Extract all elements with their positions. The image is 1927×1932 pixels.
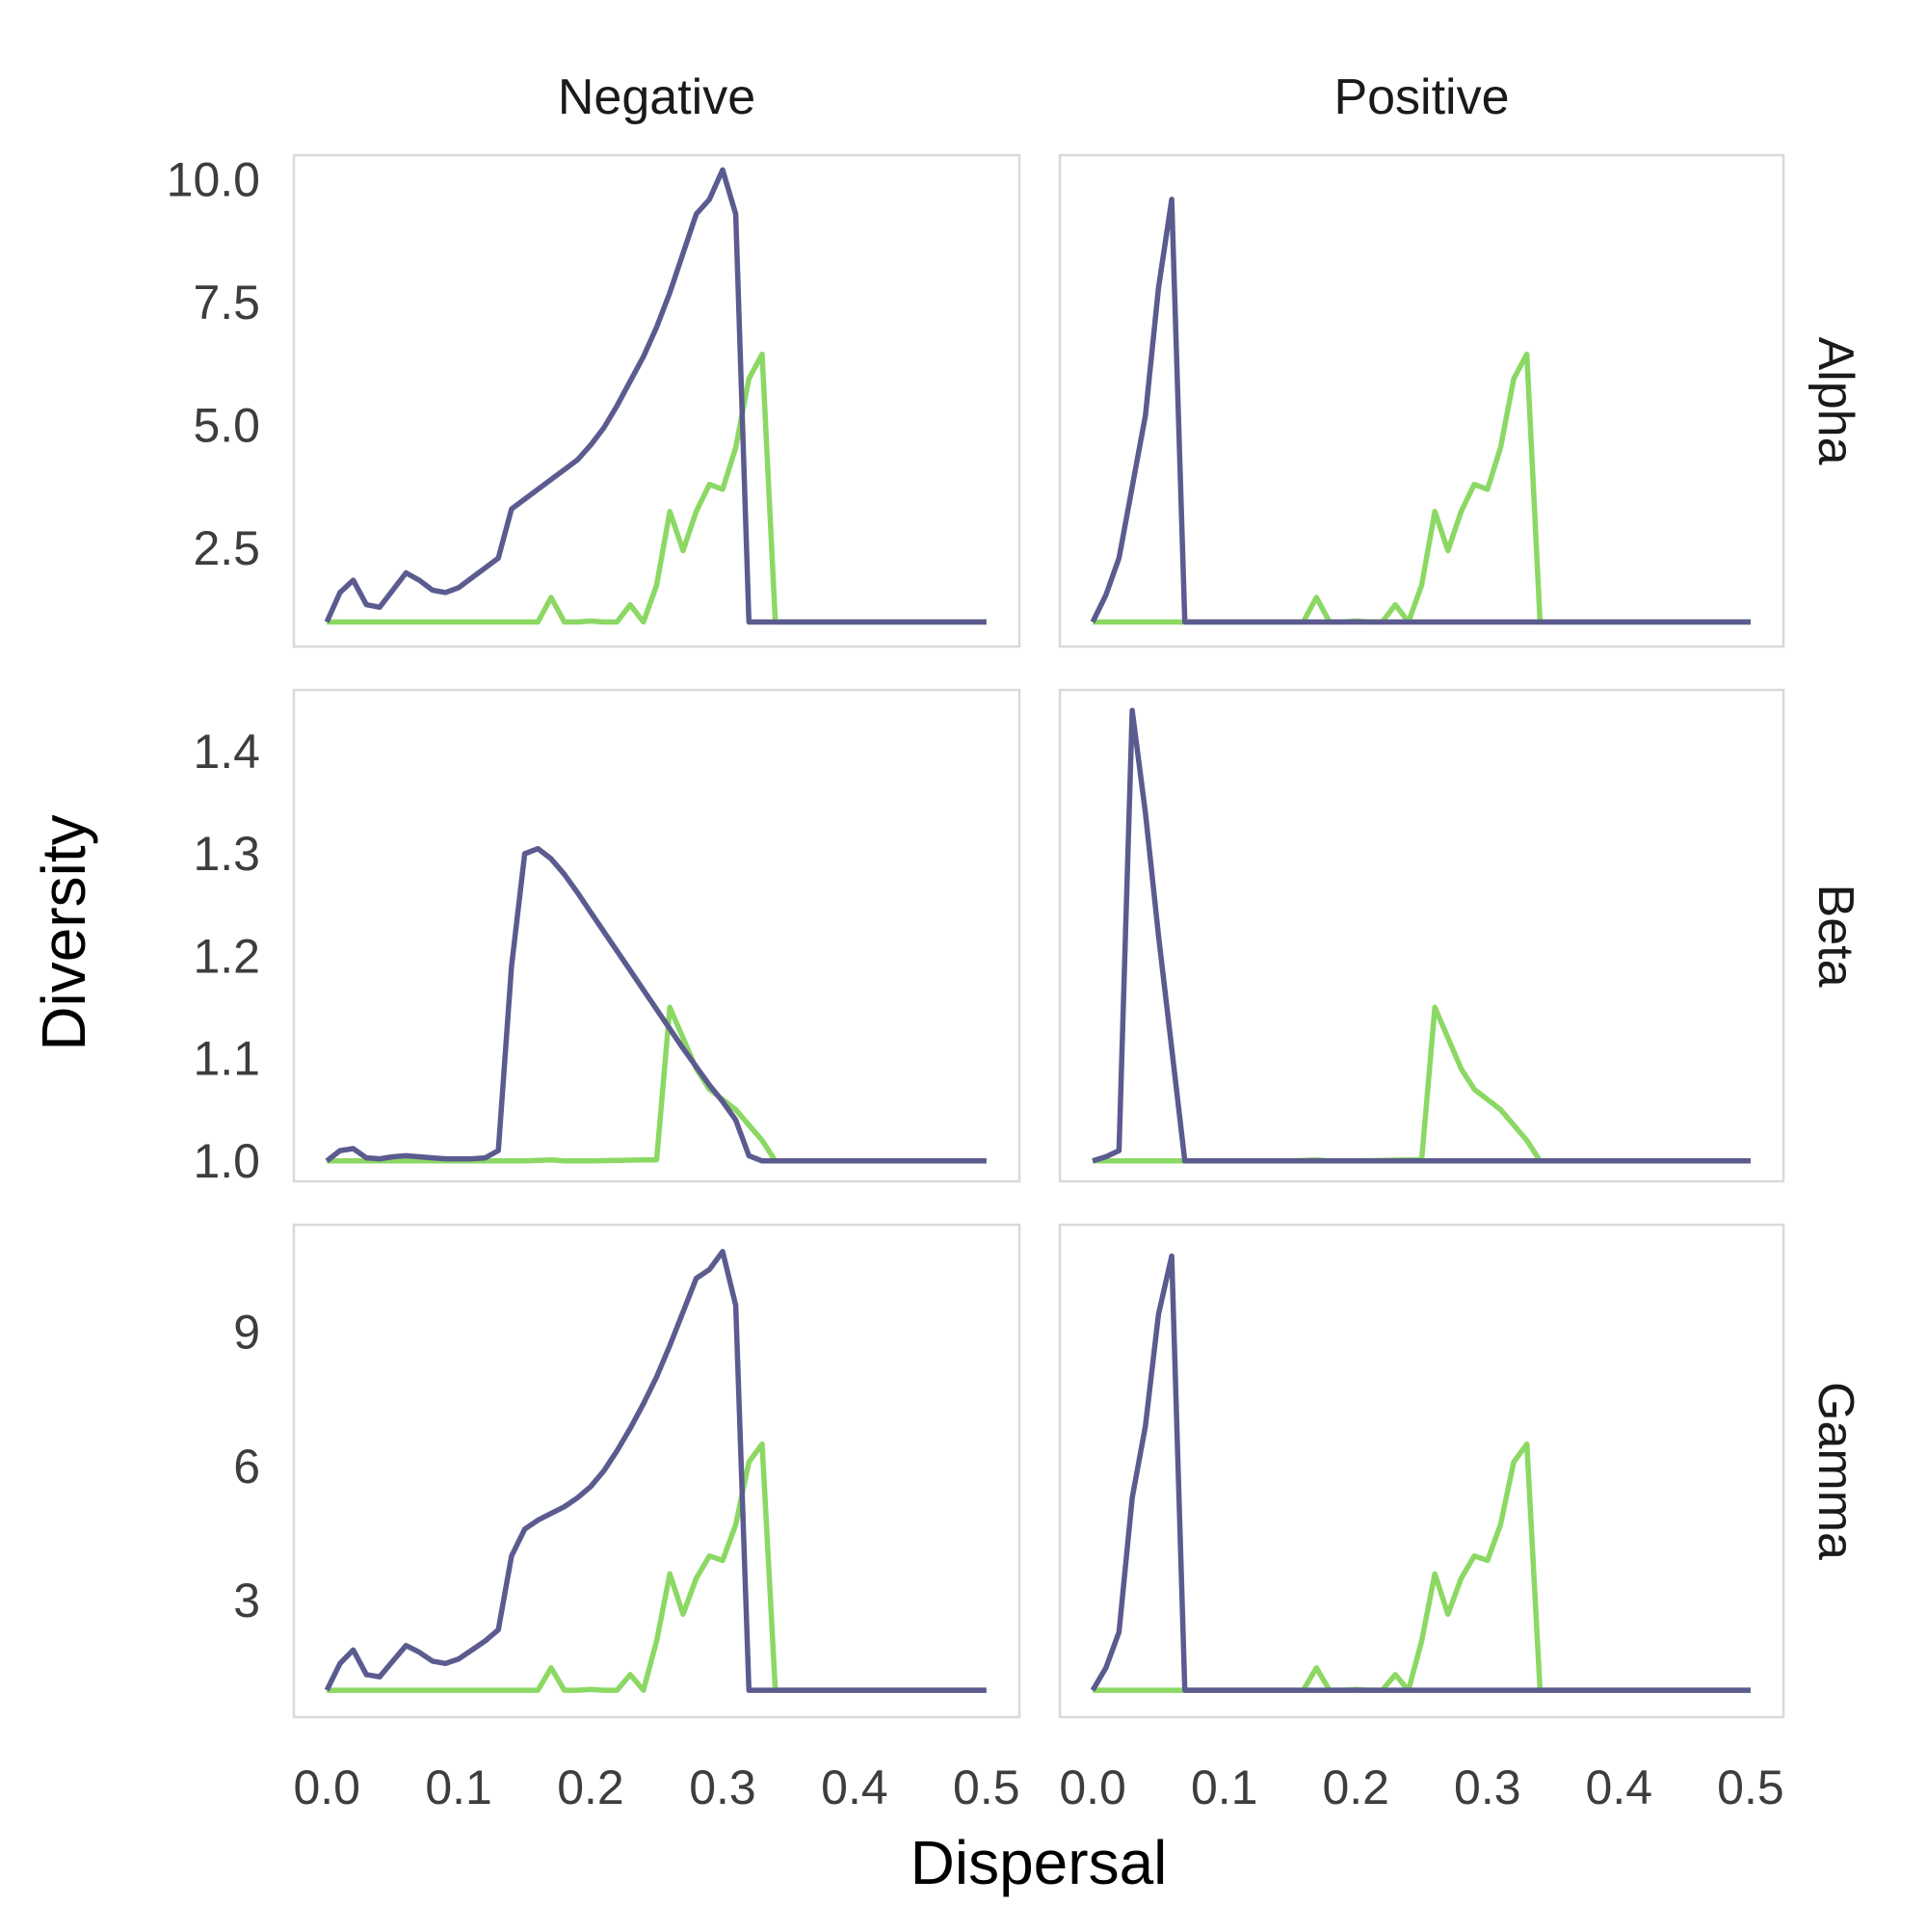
x-axis-title: Dispersal — [911, 1828, 1168, 1897]
panel-gamma-negative — [292, 1223, 1021, 1719]
y-tick-label-beta-2: 1.2 — [193, 929, 260, 983]
row-strip-label-beta: Beta — [1808, 885, 1863, 988]
row-strip-label-alpha: Alpha — [1808, 337, 1863, 465]
y-tick-label-alpha-2: 7.5 — [193, 276, 260, 330]
panel-alpha-positive — [1058, 153, 1785, 648]
panel-gamma-negative-series-2-line — [324, 1249, 987, 1693]
panel-gamma-positive-series-2-line — [1090, 1253, 1751, 1693]
y-tick-label-beta-0: 1.0 — [193, 1134, 260, 1188]
panel-beta-negative-frame — [292, 688, 1021, 1183]
x-tick-label-negative-5: 0.5 — [953, 1760, 1020, 1814]
y-tick-label-beta-4: 1.4 — [193, 725, 260, 779]
panel-beta-positive-frame — [1058, 688, 1785, 1183]
y-tick-label-alpha-3: 10.0 — [167, 153, 260, 207]
x-tick-label-negative-0: 0.0 — [293, 1760, 360, 1814]
x-tick-label-negative-1: 0.1 — [425, 1760, 492, 1814]
y-tick-label-beta-3: 1.3 — [193, 827, 260, 881]
row-strip-label-gamma: Gamma — [1808, 1382, 1863, 1560]
y-tick-label-alpha-1: 5.0 — [193, 399, 260, 453]
x-tick-label-positive-0: 0.0 — [1059, 1760, 1126, 1814]
panel-beta-positive-series-2-line — [1092, 707, 1751, 1164]
panel-beta-positive — [1058, 688, 1785, 1183]
panel-alpha-positive-series-2-line — [1090, 197, 1751, 625]
panel-gamma-negative-series-1-line — [327, 1441, 987, 1693]
panel-gamma-positive — [1058, 1223, 1785, 1719]
x-tick-label-positive-5: 0.5 — [1717, 1760, 1784, 1814]
panel-alpha-negative — [292, 153, 1021, 648]
x-tick-label-positive-4: 0.4 — [1586, 1760, 1653, 1814]
y-tick-label-alpha-0: 2.5 — [193, 521, 260, 575]
y-axis-title: Diversity — [29, 814, 98, 1050]
column-strip-label-negative: Negative — [558, 69, 755, 125]
x-tick-label-positive-1: 0.1 — [1191, 1760, 1258, 1814]
column-strip-label-positive: Positive — [1333, 69, 1509, 125]
panel-alpha-negative-series-1-line — [327, 351, 987, 625]
x-tick-label-negative-3: 0.3 — [689, 1760, 756, 1814]
y-tick-label-gamma-0: 3 — [233, 1574, 260, 1628]
panel-beta-negative — [292, 688, 1021, 1183]
x-tick-label-negative-2: 0.2 — [557, 1760, 624, 1814]
panel-beta-negative-series-1-line — [327, 1004, 987, 1164]
y-tick-label-beta-1: 1.1 — [193, 1032, 260, 1086]
panel-alpha-negative-frame — [292, 153, 1021, 648]
y-tick-label-gamma-1: 6 — [233, 1440, 260, 1494]
panel-alpha-negative-series-2-line — [324, 167, 987, 625]
x-tick-label-positive-2: 0.2 — [1322, 1760, 1389, 1814]
panel-beta-negative-series-2-line — [325, 845, 987, 1164]
x-tick-label-positive-3: 0.3 — [1454, 1760, 1521, 1814]
y-tick-label-gamma-2: 9 — [233, 1306, 260, 1360]
x-tick-label-negative-4: 0.4 — [821, 1760, 888, 1814]
